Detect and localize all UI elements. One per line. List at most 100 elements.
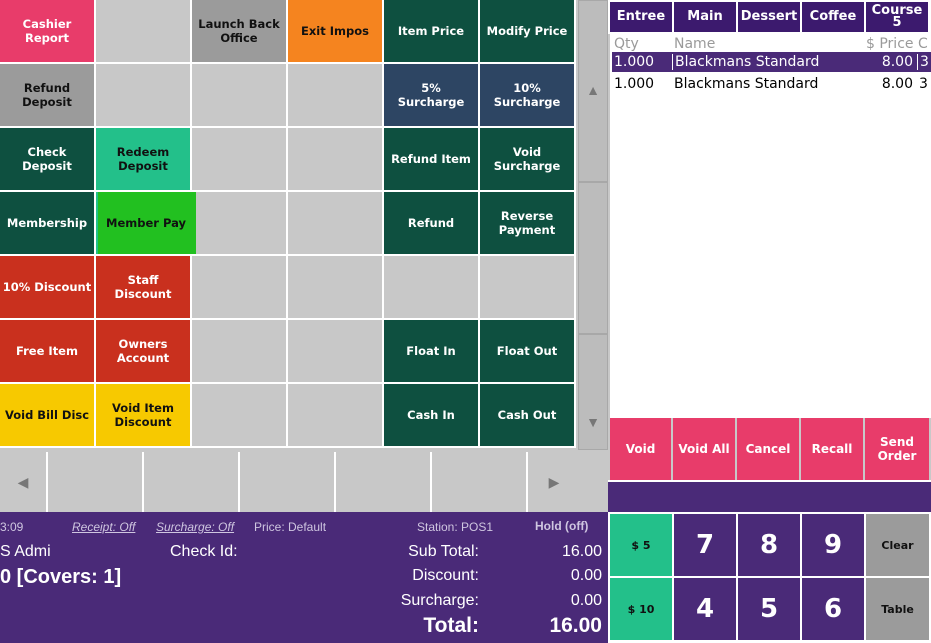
discount-value: 0.00: [570, 567, 602, 584]
reverse-payment-button[interactable]: Reverse Payment: [480, 192, 576, 256]
empty-cell: [288, 128, 384, 192]
void-bill-disc-button[interactable]: Void Bill Disc: [0, 384, 96, 448]
void-item-discount-label: Void Item Discount: [112, 401, 174, 429]
refund-item-button[interactable]: Refund Item: [384, 128, 480, 192]
refund-button[interactable]: Refund: [384, 192, 480, 256]
order-item-row[interactable]: 1.000 Blackmans Standard 8.00 3: [612, 74, 931, 94]
tab-main[interactable]: Main: [674, 2, 736, 32]
redeem-deposit-button[interactable]: Redeem Deposit: [96, 128, 192, 192]
clock: 3:09: [0, 520, 24, 534]
key-8[interactable]: 8: [738, 514, 800, 576]
reverse-payment-label: Reverse Payment: [498, 209, 556, 237]
free-item-button[interactable]: Free Item: [0, 320, 96, 384]
key-6[interactable]: 6: [802, 578, 864, 640]
surcharge-label: Surcharge:: [400, 592, 479, 609]
staff-discount-button[interactable]: Staff Discount: [96, 256, 192, 320]
surcharge-toggle[interactable]: Surcharge: Off: [156, 520, 235, 534]
exit-impos-button[interactable]: Exit Impos: [288, 0, 384, 64]
table-button[interactable]: Table: [866, 578, 929, 640]
check-deposit-button[interactable]: Check Deposit: [0, 128, 96, 192]
order-item-row[interactable]: 1.000 Blackmans Standard 8.00 3: [612, 52, 931, 72]
empty-cell: [288, 64, 384, 128]
grid-scrollbar[interactable]: ▲ ▼: [578, 0, 608, 512]
tab-coffee[interactable]: Coffee: [802, 2, 864, 32]
cancel-button[interactable]: Cancel: [737, 418, 799, 480]
clear-button[interactable]: Clear: [866, 514, 929, 576]
key-9[interactable]: 9: [802, 514, 864, 576]
send-order-button[interactable]: Send Order: [865, 418, 929, 480]
page-slot[interactable]: [146, 452, 240, 512]
modify-price-button[interactable]: Modify Price: [480, 0, 576, 64]
message-bar: [608, 480, 931, 512]
empty-cell: [384, 256, 480, 320]
receipt-toggle[interactable]: Receipt: Off: [72, 520, 136, 534]
grid-page-bar: ◀ ▶: [0, 450, 578, 512]
void-bill-disc-label: Void Bill Disc: [4, 408, 90, 422]
scroll-down-segment[interactable]: [578, 334, 608, 450]
member-pay-button[interactable]: Member Pay: [96, 192, 196, 256]
right-triangle-icon[interactable]: ▶: [530, 452, 578, 512]
scroll-up-segment[interactable]: [578, 0, 608, 182]
surcharge-10-button[interactable]: 10% Surcharge: [480, 64, 576, 128]
cash-10-button[interactable]: $ 10: [610, 578, 672, 640]
page-slot[interactable]: [338, 452, 432, 512]
membership-button[interactable]: Membership: [0, 192, 96, 256]
void-surcharge-button[interactable]: Void Surcharge: [480, 128, 576, 192]
down-triangle-icon[interactable]: ▼: [586, 414, 600, 430]
up-triangle-icon[interactable]: ▲: [586, 82, 600, 98]
item-price-label: Item Price: [397, 24, 465, 38]
member-pay-label: Member Pay: [106, 216, 186, 230]
cashier-report-button[interactable]: Cashier Report: [0, 0, 96, 64]
recall-button[interactable]: Recall: [801, 418, 863, 480]
keypad: $ 5 7 8 9 Clear $ 10 4 5 6 Table: [608, 512, 931, 643]
item-course: 3: [919, 76, 928, 92]
item-name: Blackmans Standard: [672, 54, 819, 70]
cash-out-button[interactable]: Cash Out: [480, 384, 576, 448]
tab-course-5[interactable]: Course 5: [866, 2, 928, 32]
item-price: 8.00: [881, 76, 913, 92]
float-out-button[interactable]: Float Out: [480, 320, 576, 384]
refund-deposit-button[interactable]: Refund Deposit: [0, 64, 96, 128]
check-id-label: Check Id:: [170, 543, 238, 560]
key-7[interactable]: 7: [674, 514, 736, 576]
surcharge-5-button[interactable]: 5% Surcharge: [384, 64, 480, 128]
empty-cell: [96, 64, 192, 128]
scroll-middle-segment[interactable]: [578, 182, 608, 334]
subtotal-label: Sub Total:: [408, 543, 479, 560]
void-item-discount-button[interactable]: Void Item Discount: [96, 384, 192, 448]
float-in-button[interactable]: Float In: [384, 320, 480, 384]
check-deposit-label: Check Deposit: [22, 145, 72, 173]
page-slot[interactable]: [242, 452, 336, 512]
owners-account-button[interactable]: Owners Account: [96, 320, 192, 384]
launch-back-office-label: Launch Back Office: [198, 17, 280, 45]
refund-deposit-label: Refund Deposit: [22, 81, 72, 109]
cash-in-button[interactable]: Cash In: [384, 384, 480, 448]
item-qty: 1.000: [614, 54, 655, 70]
discount-label: Discount:: [412, 567, 479, 584]
discount-10-button[interactable]: 10% Discount: [0, 256, 96, 320]
item-price-button[interactable]: Item Price: [384, 0, 480, 64]
void-surcharge-label: Void Surcharge: [493, 145, 561, 173]
empty-cell: [192, 128, 288, 192]
page-slot[interactable]: [434, 452, 528, 512]
tab-dessert[interactable]: Dessert: [738, 2, 800, 32]
membership-label: Membership: [6, 216, 88, 230]
void-button[interactable]: Void: [610, 418, 671, 480]
transaction-info-panel: 3:09 Receipt: Off Surcharge: Off Price: …: [0, 512, 608, 643]
price-header: $ Price: [866, 36, 914, 52]
tab-entree[interactable]: Entree: [610, 2, 672, 32]
key-5[interactable]: 5: [738, 578, 800, 640]
cash-5-button[interactable]: $ 5: [610, 514, 672, 576]
left-triangle-icon[interactable]: ◀: [0, 452, 48, 512]
key-4[interactable]: 4: [674, 578, 736, 640]
float-out-label: Float Out: [496, 344, 558, 358]
void-all-button[interactable]: Void All: [673, 418, 735, 480]
page-slot[interactable]: [50, 452, 144, 512]
cashier-report-label: Cashier Report: [22, 17, 72, 45]
item-price: 8.00: [881, 54, 913, 70]
launch-back-office-button[interactable]: Launch Back Office: [192, 0, 288, 64]
discount-10-label: 10% Discount: [2, 280, 92, 294]
hold-toggle[interactable]: Hold (off): [535, 519, 589, 533]
surcharge-10-label: 10% Surcharge: [493, 81, 561, 109]
item-qty: 1.000: [614, 76, 655, 92]
